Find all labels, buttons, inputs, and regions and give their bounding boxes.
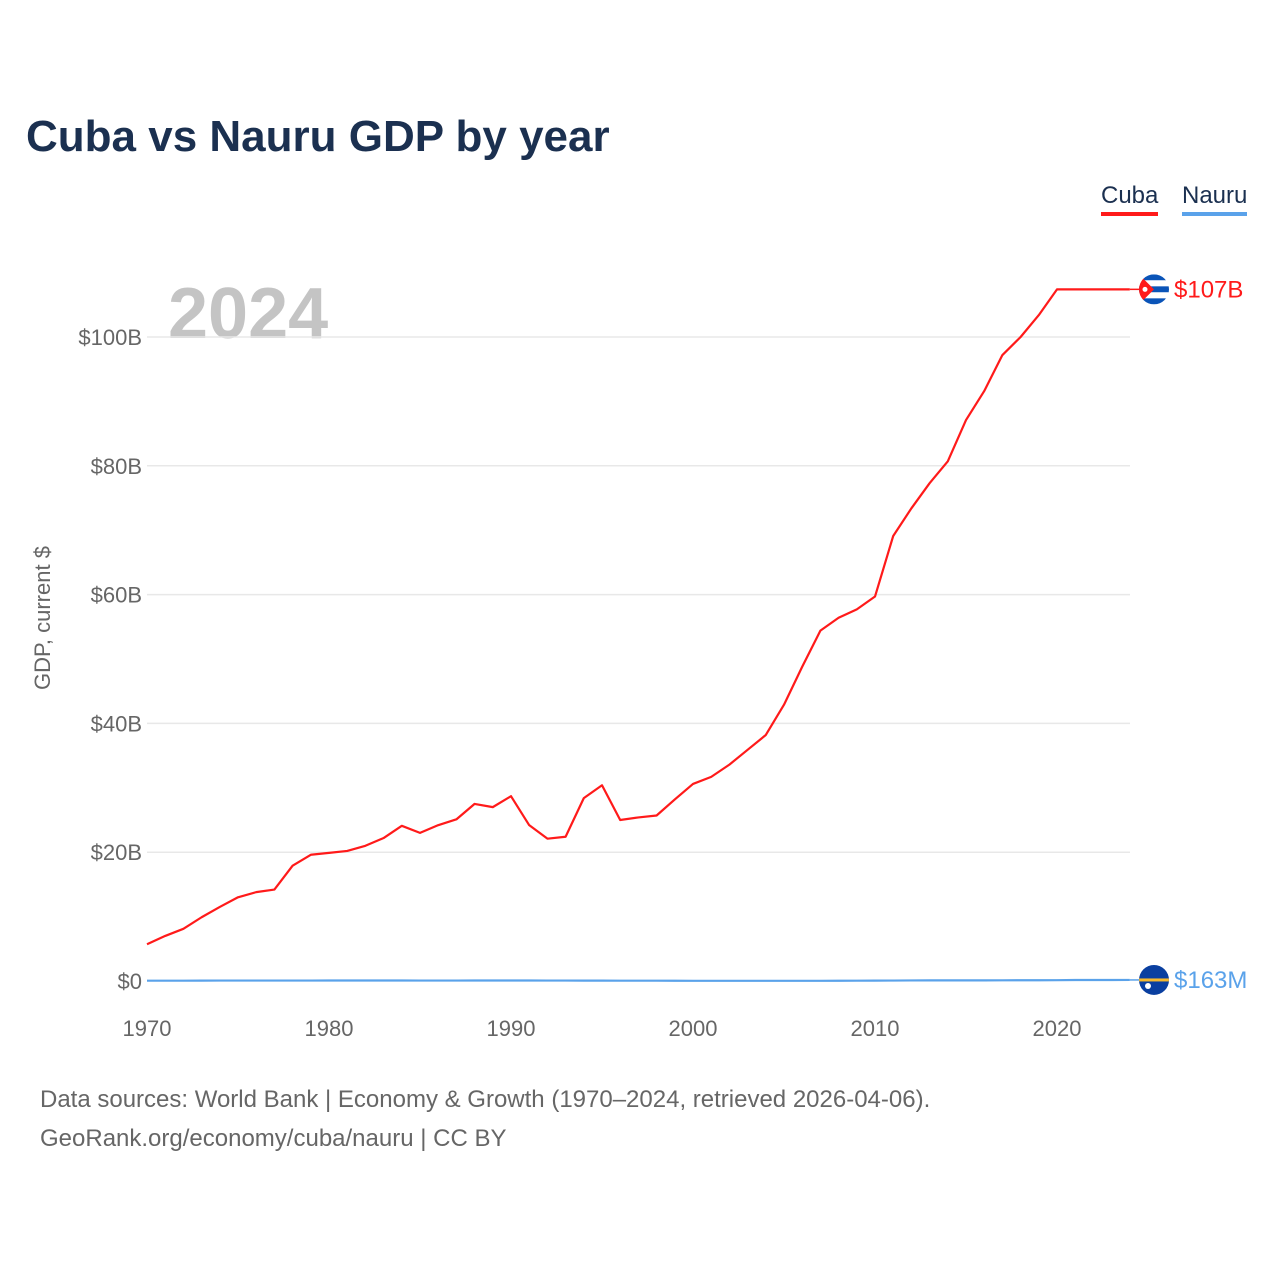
x-tick-label: 1970 (123, 1016, 172, 1041)
flag-stripe (1139, 978, 1169, 982)
flag-body (1139, 964, 1169, 995)
footer-link[interactable]: GeoRank.org/economy/cuba/nauru | CC BY (40, 1125, 507, 1152)
flag-stripe (1139, 292, 1169, 299)
flag-stripe (1139, 280, 1169, 287)
end-value-label: $163M (1174, 967, 1247, 994)
y-tick-label: $0 (118, 969, 142, 994)
series-line-nauru (147, 978, 1130, 982)
legend-nauru[interactable]: Nauru (1182, 182, 1248, 216)
flag-star (1142, 286, 1148, 292)
footer-sources: Data sources: World Bank | Economy & Gro… (40, 1086, 931, 1113)
flag-stripe (1139, 298, 1169, 305)
x-tick-label: 1990 (487, 1016, 536, 1041)
year-watermark: 2024 (168, 274, 328, 354)
y-tick-label: $20B (91, 840, 142, 865)
nauru-flag-icon (1139, 964, 1169, 995)
end-value-label: $107B (1174, 276, 1243, 303)
y-tick-label: $60B (91, 583, 142, 608)
flag-body (1139, 274, 1169, 305)
y-tick-label: $40B (91, 711, 142, 736)
y-axis-label: GDP, current $ (30, 546, 55, 690)
x-tick-label: 1980 (305, 1016, 354, 1041)
cuba-flag-icon (1139, 274, 1169, 305)
chart-title: Cuba vs Nauru GDP by year (26, 112, 610, 161)
x-tick-label: 2010 (851, 1016, 900, 1041)
x-tick-label: 2020 (1033, 1016, 1082, 1041)
y-tick-label: $80B (91, 454, 142, 479)
flag-stripe (1139, 274, 1169, 281)
x-tick-label: 2000 (669, 1016, 718, 1041)
legend-cuba[interactable]: Cuba (1101, 182, 1159, 216)
flag-star (1145, 982, 1151, 989)
series-line-cuba (146, 288, 1130, 946)
y-tick-label: $100B (78, 325, 142, 350)
